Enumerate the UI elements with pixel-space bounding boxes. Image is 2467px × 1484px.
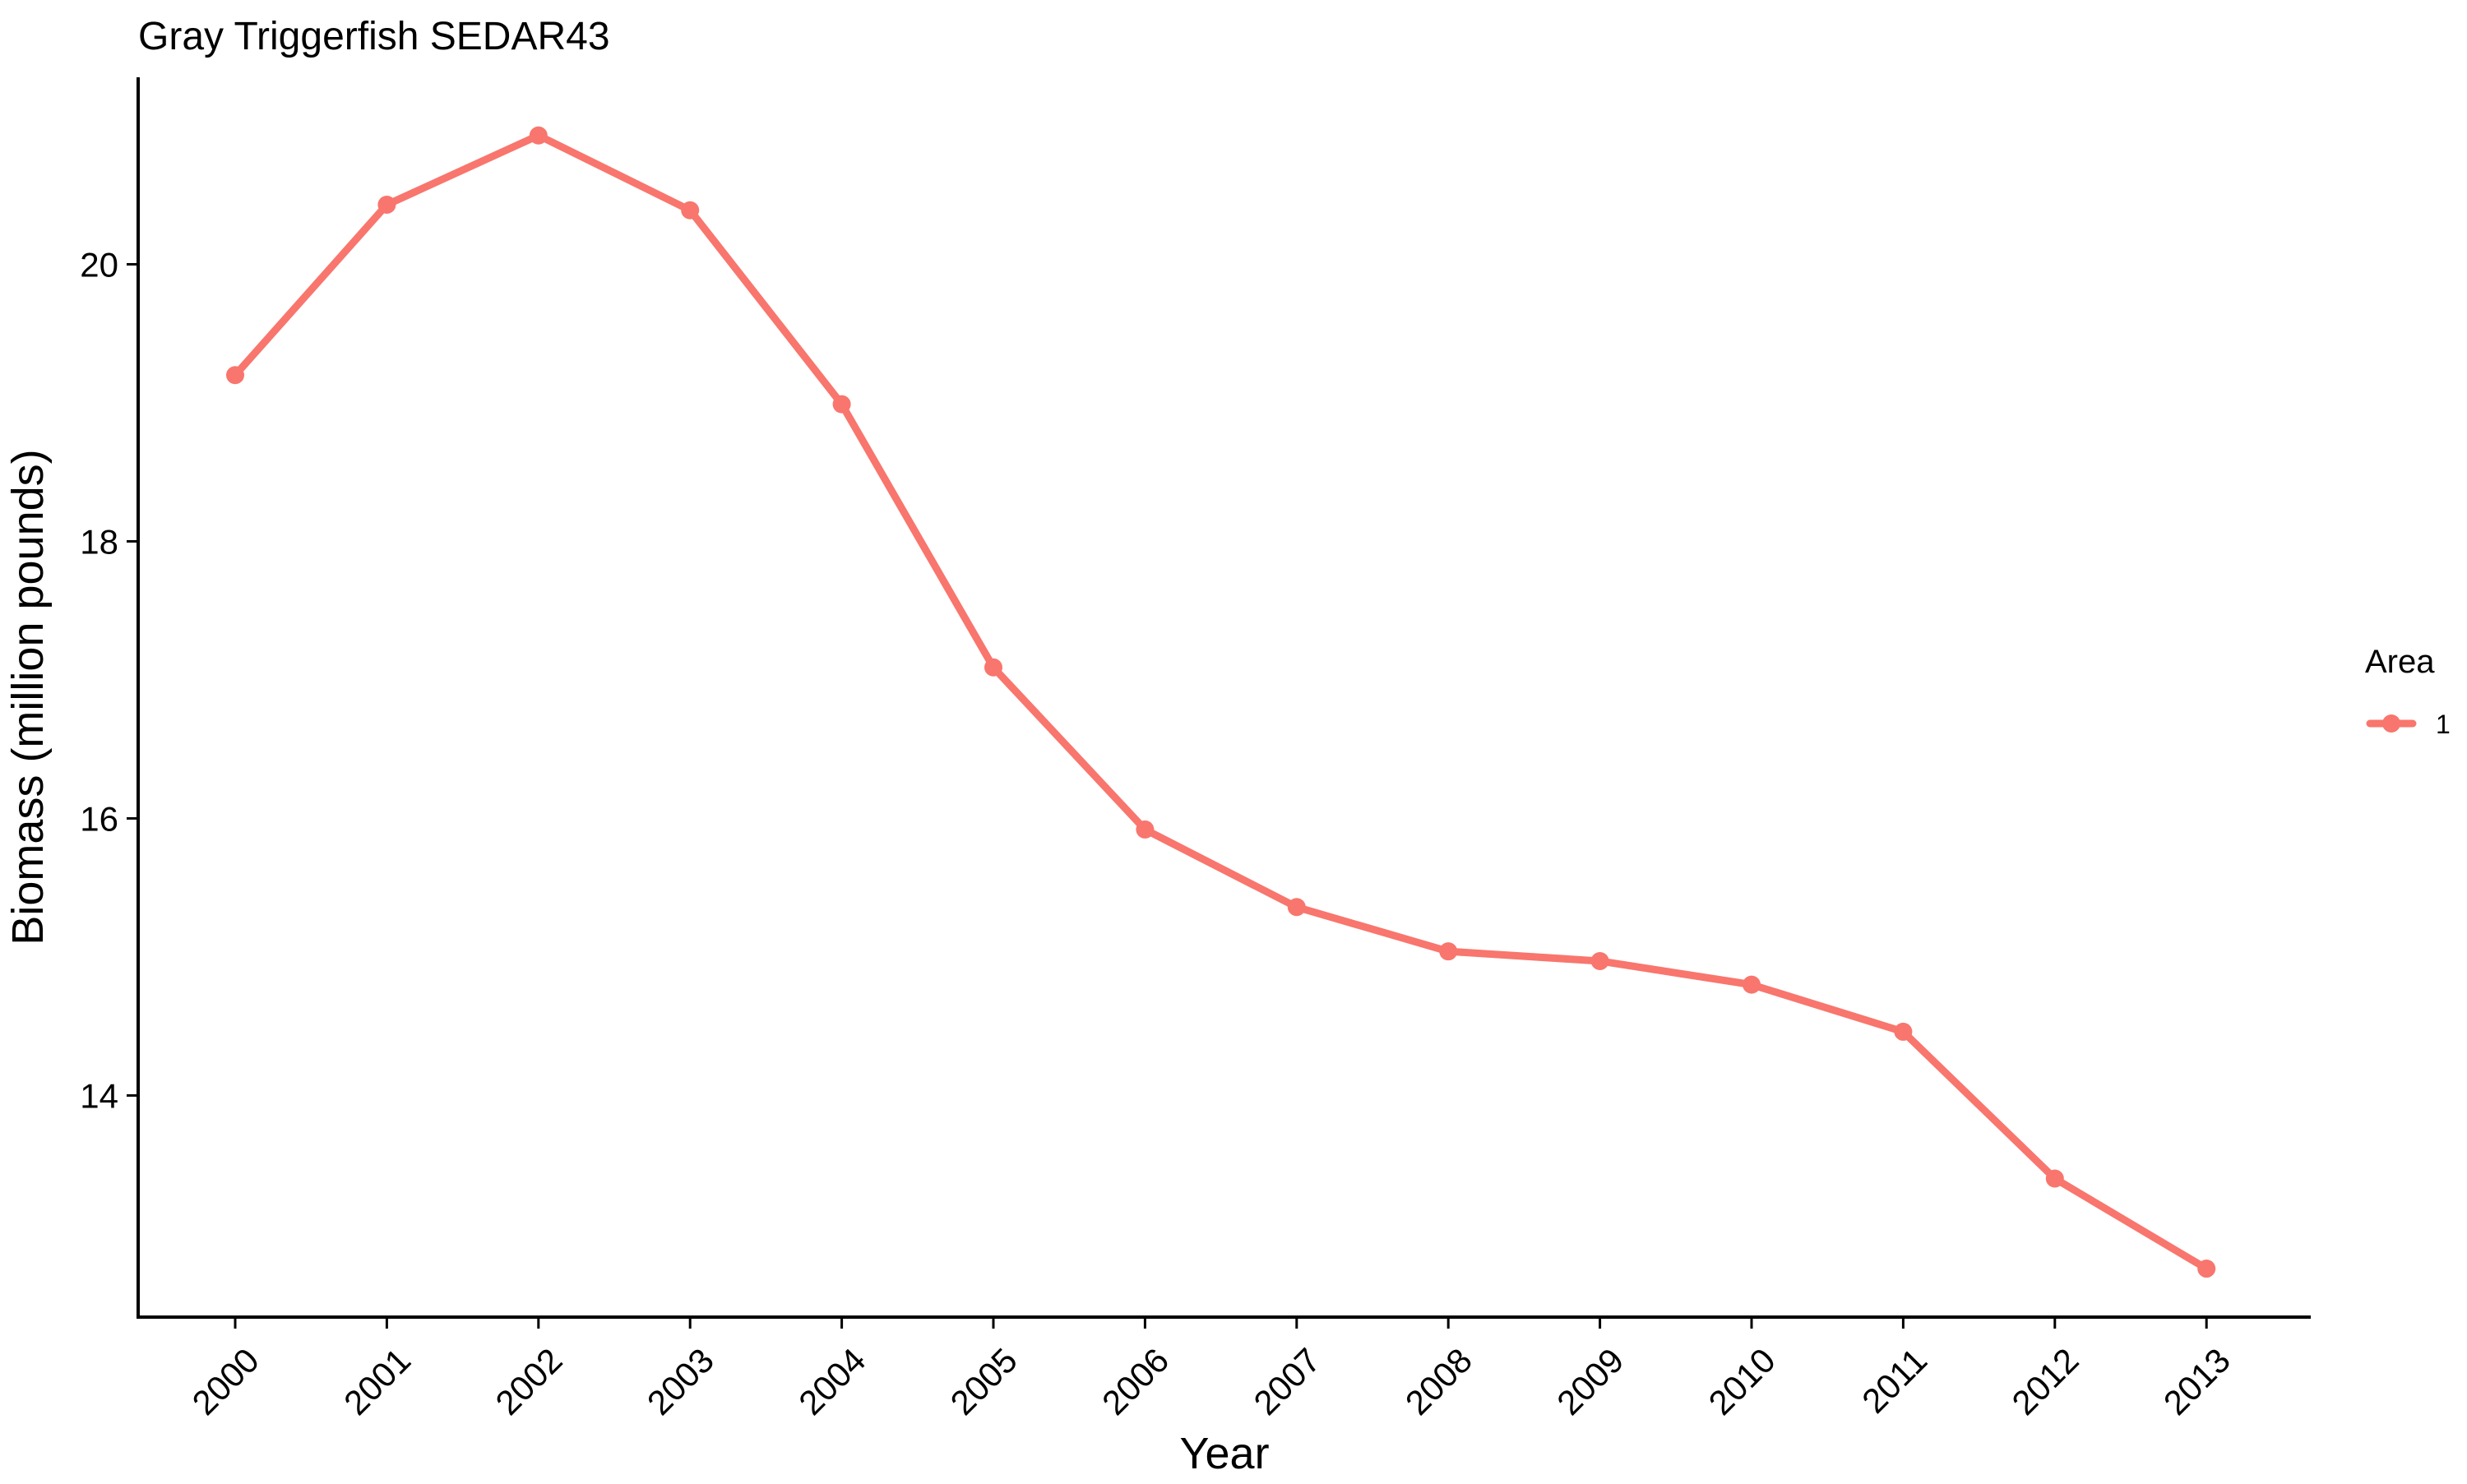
data-point [2045, 1169, 2064, 1188]
x-tick-label: 2002 [488, 1341, 569, 1422]
x-tick-label: 2012 [2004, 1341, 2085, 1422]
data-point [2197, 1260, 2216, 1278]
data-point [1590, 951, 1609, 970]
x-tick-label: 2005 [943, 1341, 1025, 1422]
x-tick-label: 2013 [2156, 1341, 2238, 1422]
legend-label: 1 [2436, 710, 2451, 739]
x-tick-label: 2000 [185, 1341, 266, 1422]
y-tick-label: 20 [80, 245, 118, 284]
data-point [1287, 898, 1306, 917]
data-point [1136, 820, 1155, 839]
x-tick-label: 2006 [1095, 1341, 1176, 1422]
data-point [226, 366, 244, 385]
y-axis-ticks: 14 16 18 20 [80, 245, 138, 1115]
data-point [1743, 975, 1761, 994]
data-point [984, 658, 1002, 677]
axes [137, 77, 2311, 1319]
legend-title: Area [2365, 644, 2435, 680]
series-layer [226, 126, 2216, 1278]
series-line [231, 132, 2210, 1273]
y-tick-label: 18 [80, 522, 118, 561]
data-point [529, 126, 548, 145]
x-tick-label: 2003 [640, 1341, 721, 1422]
data-point [1894, 1022, 1913, 1041]
y-tick-label: 14 [80, 1076, 118, 1115]
y-tick-label: 16 [80, 799, 118, 838]
x-tick-label: 2004 [791, 1341, 872, 1422]
x-tick-label: 2011 [1854, 1341, 1934, 1421]
data-point [1439, 942, 1458, 961]
x-tick-label: 2009 [1549, 1341, 1631, 1422]
x-tick-label: 2001 [336, 1341, 418, 1422]
x-tick-label: 2008 [1398, 1341, 1479, 1422]
legend-item: 1 [2366, 710, 2451, 739]
data-point [832, 395, 851, 414]
x-axis-ticks: 2000 2001 2002 2003 2004 2005 2006 2007 2008 2009… [185, 1317, 2238, 1422]
x-tick-label: 2007 [1246, 1341, 1327, 1422]
data-point [681, 201, 700, 220]
legend: Area 1 [2365, 644, 2451, 739]
legend-point-swatch [2382, 714, 2400, 733]
legend-items: 1 [2366, 710, 2451, 739]
x-tick-label: 2010 [1701, 1341, 1783, 1422]
x-axis-title: Year [1179, 1429, 1269, 1478]
data-point [377, 196, 396, 215]
y-axis-title: Biomass (million pounds) [3, 449, 53, 945]
chart-title: Gray Triggerfish SEDAR43 [138, 15, 610, 58]
